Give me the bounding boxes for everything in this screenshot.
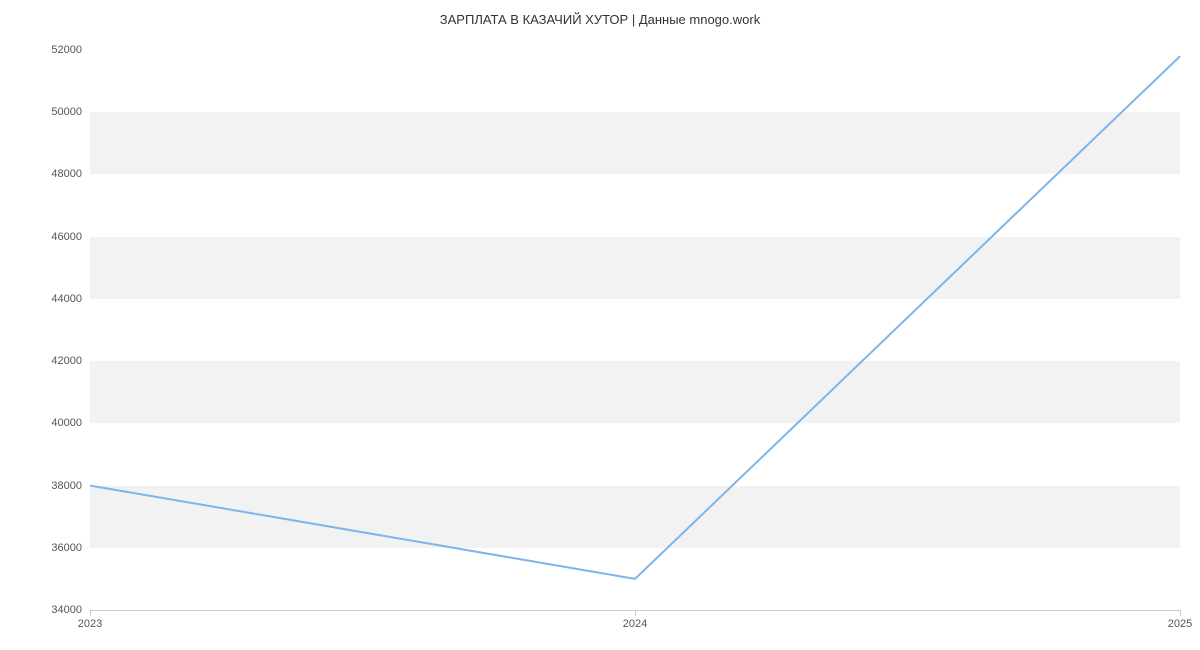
y-tick-label: 46000 bbox=[22, 231, 82, 243]
y-tick-label: 44000 bbox=[22, 293, 82, 305]
y-tick-label: 50000 bbox=[22, 106, 82, 118]
x-tick-mark bbox=[90, 610, 91, 616]
y-tick-label: 48000 bbox=[22, 168, 82, 180]
chart-title: ЗАРПЛАТА В КАЗАЧИЙ ХУТОР | Данные mnogo.… bbox=[0, 12, 1200, 27]
y-tick-label: 42000 bbox=[22, 355, 82, 367]
x-tick-mark bbox=[1180, 610, 1181, 616]
x-tick-label: 2023 bbox=[78, 618, 102, 630]
plot-area bbox=[90, 50, 1180, 611]
y-tick-label: 36000 bbox=[22, 542, 82, 554]
y-tick-label: 34000 bbox=[22, 604, 82, 616]
y-tick-label: 40000 bbox=[22, 417, 82, 429]
chart-container: ЗАРПЛАТА В КАЗАЧИЙ ХУТОР | Данные mnogo.… bbox=[0, 0, 1200, 650]
y-tick-label: 38000 bbox=[22, 480, 82, 492]
x-tick-mark bbox=[635, 610, 636, 616]
y-tick-label: 52000 bbox=[22, 44, 82, 56]
line-series-layer bbox=[90, 50, 1180, 610]
line-series-salary bbox=[90, 56, 1180, 579]
x-tick-label: 2024 bbox=[623, 618, 647, 630]
x-tick-label: 2025 bbox=[1168, 618, 1192, 630]
